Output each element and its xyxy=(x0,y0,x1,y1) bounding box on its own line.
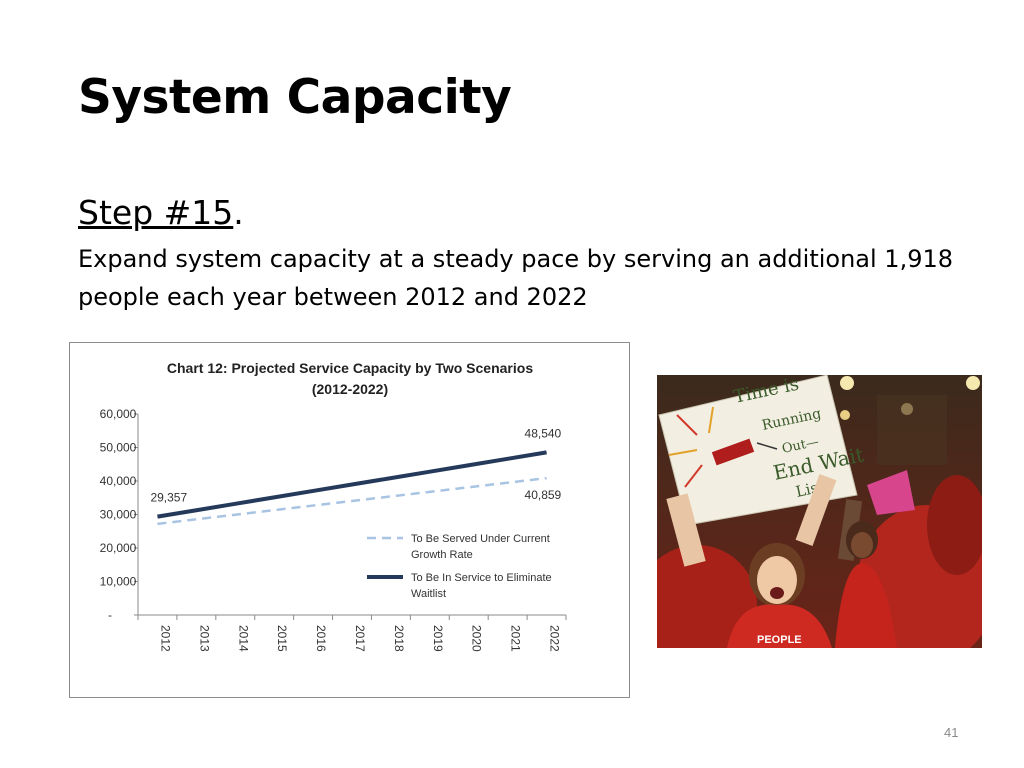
shirt-text: PEOPLE xyxy=(757,634,802,646)
data-label-end-waitlist: 48,540 xyxy=(525,426,562,440)
x-tick-label: 2015 xyxy=(275,625,289,652)
x-tick-label: 2018 xyxy=(392,625,406,652)
step-punctuation: . xyxy=(233,193,244,232)
x-tick-label: 2020 xyxy=(470,625,484,652)
chart-title-line-2: (2012-2022) xyxy=(312,381,388,397)
x-tick-label: 2016 xyxy=(314,625,328,652)
y-tick-label: 60,000 xyxy=(100,407,137,421)
x-tick-label: 2013 xyxy=(197,625,211,652)
y-tick-label: 30,000 xyxy=(100,508,137,522)
data-label-start: 29,357 xyxy=(150,491,187,505)
data-label-end-current: 40,859 xyxy=(525,488,562,502)
series-line-current-growth xyxy=(157,476,547,526)
slide-number: 41 xyxy=(944,725,959,740)
step-description: Expand system capacity at a steady pace … xyxy=(78,245,954,311)
y-tick-label: 40,000 xyxy=(100,474,137,488)
rally-photo: Time is Running Out— End Wait List PEOPL… xyxy=(657,375,982,648)
step-heading: Step #15. xyxy=(78,193,244,232)
x-tick-label: 2021 xyxy=(509,625,523,652)
chart-title-line-1: Chart 12: Projected Service Capacity by … xyxy=(167,360,533,376)
x-tick-label: 2012 xyxy=(158,625,172,652)
legend-label-current-growth-line2: Growth Rate xyxy=(411,549,473,561)
rally-photo-image: Time is Running Out— End Wait List PEOPL… xyxy=(657,375,982,648)
legend-label-eliminate-waitlist: To Be In Service to Eliminate xyxy=(411,572,552,584)
x-tick-label: 2014 xyxy=(236,625,250,652)
step-label[interactable]: Step #15 xyxy=(78,193,234,232)
legend-label-eliminate-waitlist-line2: Waitlist xyxy=(411,588,446,600)
y-tick-label: 10,000 xyxy=(100,575,137,589)
chart-svg: Chart 12: Projected Service Capacity by … xyxy=(100,360,567,652)
x-tick-label: 2022 xyxy=(548,625,562,652)
y-tick-label: - xyxy=(108,608,112,622)
legend-label-current-growth: To Be Served Under Current xyxy=(411,533,550,545)
series-line-eliminate-waitlist xyxy=(157,450,547,519)
x-tick-label: 2017 xyxy=(353,625,367,652)
x-tick-label: 2019 xyxy=(431,625,445,652)
y-tick-label: 20,000 xyxy=(100,541,137,555)
y-tick-label: 50,000 xyxy=(100,441,137,455)
sign-drawing xyxy=(668,406,778,488)
slide-title: System Capacity xyxy=(78,70,512,125)
capacity-chart: Chart 12: Projected Service Capacity by … xyxy=(69,342,630,698)
